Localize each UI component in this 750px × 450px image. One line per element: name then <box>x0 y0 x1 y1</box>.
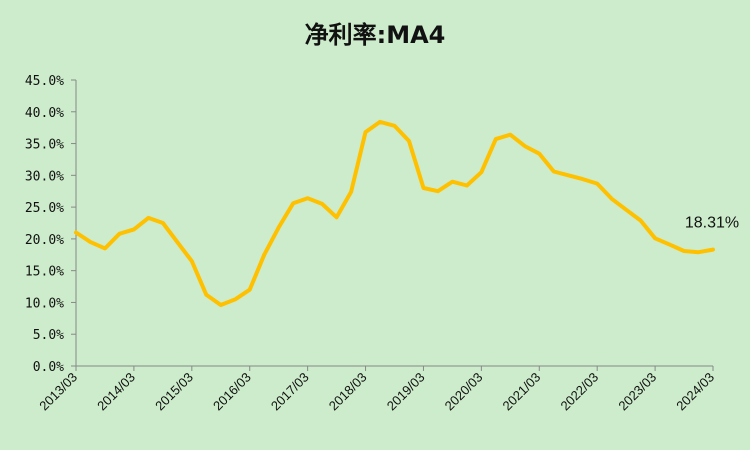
y-tick-label: 40.0% <box>25 106 64 121</box>
x-tick-label: 2014/03 <box>94 370 138 414</box>
x-tick-label: 2024/03 <box>673 370 717 414</box>
x-tick-label: 2020/03 <box>442 370 486 414</box>
y-tick-label: 20.0% <box>25 233 64 248</box>
y-tick-label: 0.0% <box>33 360 64 375</box>
y-axis: 0.0% 5.0% 10.0% 15.0% 20.0% 25.0% 30.0% 35.0% 40… <box>25 74 77 375</box>
chart-title: 净利率:MA4 <box>305 21 446 49</box>
x-axis: 2013/03 2014/03 2015/03 2016/03 2017/03 2018/… <box>36 365 717 414</box>
x-tick-label: 2015/03 <box>152 370 196 414</box>
x-tick-label: 2013/03 <box>36 370 80 414</box>
y-tick-label: 45.0% <box>25 74 64 89</box>
x-tick-label: 2017/03 <box>268 370 312 414</box>
x-tick-label: 2023/03 <box>615 370 659 414</box>
y-tick-label: 10.0% <box>25 296 64 311</box>
series-line <box>74 119 715 307</box>
y-tick-label: 30.0% <box>25 169 64 184</box>
x-tick-label: 2021/03 <box>500 370 544 414</box>
x-tick-label: 2022/03 <box>557 370 601 414</box>
x-tick-label: 2018/03 <box>326 370 370 414</box>
y-tick-label: 5.0% <box>33 328 64 343</box>
x-tick-label: 2019/03 <box>384 370 428 414</box>
y-tick-label: 15.0% <box>25 265 64 280</box>
end-value-label: 18.31% <box>685 215 739 232</box>
x-tick-label: 2016/03 <box>210 370 254 414</box>
y-tick-label: 25.0% <box>25 201 64 216</box>
y-tick-label: 35.0% <box>25 138 64 153</box>
plot-area: 18.31% <box>74 119 739 307</box>
